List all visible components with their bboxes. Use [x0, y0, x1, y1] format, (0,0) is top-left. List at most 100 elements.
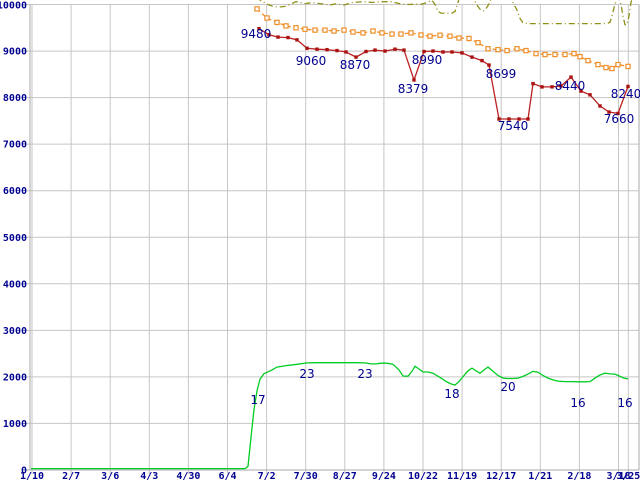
data-point-marker [254, 6, 260, 12]
data-point-marker [470, 55, 474, 59]
data-point-marker [598, 104, 602, 108]
data-point-marker [383, 49, 387, 53]
data-point-marker [427, 33, 433, 39]
data-point-marker [408, 30, 414, 36]
data-point-marker [305, 46, 309, 50]
data-point-marker [504, 47, 510, 54]
data-point-marker [373, 48, 377, 52]
x-axis-label: 1/10 [20, 471, 44, 480]
point-label: 17 [250, 393, 265, 407]
data-point-marker [588, 93, 592, 97]
data-point-marker [533, 50, 539, 57]
data-point-marker [293, 25, 299, 31]
data-point-marker [497, 117, 501, 121]
data-point-marker [341, 27, 347, 33]
x-axis-label: 10/22 [408, 471, 438, 480]
data-point-marker [344, 50, 348, 54]
point-label: 8440 [555, 79, 586, 93]
x-axis-label: 4/3 [140, 471, 158, 480]
data-point-marker [571, 50, 577, 57]
gridlines [26, 4, 639, 474]
x-axis-label: 12/17 [486, 471, 516, 480]
series-middle-orange-dashed [254, 6, 631, 72]
x-axis-label: 7/30 [294, 471, 318, 480]
point-label: 7540 [498, 119, 529, 133]
y-axis-label: 0 [21, 466, 27, 477]
data-point-marker [542, 51, 548, 58]
data-point-marker [276, 35, 280, 39]
data-point-marker [418, 32, 424, 38]
data-point-marker [450, 50, 454, 54]
y-axis-label: 6000 [3, 186, 27, 197]
data-point-marker [431, 49, 435, 53]
data-point-marker [517, 117, 521, 121]
data-point-marker [540, 85, 544, 89]
data-point-marker [625, 63, 631, 70]
x-axis-label: 6/4 [218, 471, 236, 480]
series-price-red [257, 27, 630, 121]
data-point-marker [475, 39, 481, 46]
x-axis-label: 7/2 [258, 471, 276, 480]
data-point-marker [360, 30, 366, 36]
data-point-marker [523, 47, 529, 54]
series-lower-green [31, 362, 629, 470]
x-axis-label: 2/7 [62, 471, 80, 480]
data-point-marker [335, 48, 339, 53]
data-point-marker [552, 51, 558, 58]
data-point-marker [274, 19, 280, 26]
data-point-marker [441, 50, 445, 54]
data-point-marker [531, 81, 535, 86]
data-point-marker [398, 31, 404, 37]
data-point-marker [325, 47, 329, 52]
data-point-marker [495, 46, 501, 53]
data-point-marker [331, 28, 337, 34]
data-point-marker [507, 117, 511, 121]
point-label: 8699 [486, 67, 517, 81]
series-upper-olive-dashed [258, 0, 633, 26]
point-labels: 9480 9060 8870 8379 8990 8699 7540 8440 7660 8240… [241, 27, 640, 410]
data-point-marker [562, 51, 568, 58]
point-label: 8990 [412, 53, 443, 67]
data-point-marker [322, 27, 328, 33]
data-point-marker [480, 58, 484, 63]
y-axis-label: 9000 [3, 47, 27, 58]
data-point-marker [437, 32, 443, 38]
data-point-marker [393, 47, 397, 51]
point-label: 7660 [604, 112, 635, 126]
point-label: 8379 [398, 82, 429, 96]
point-label: 16 [570, 396, 585, 410]
point-label: 23 [299, 367, 314, 381]
data-point-marker [350, 29, 356, 35]
data-point-marker [595, 61, 601, 68]
y-axis-label: 5000 [3, 233, 27, 244]
point-label: 9060 [296, 54, 327, 68]
data-point-marker [456, 35, 462, 41]
point-label: 8240 [611, 87, 640, 101]
point-label: 9480 [241, 27, 272, 41]
x-axis-label: 3/18 [606, 471, 630, 480]
data-point-marker [379, 30, 385, 36]
point-label: 18 [444, 387, 459, 401]
data-point-marker [264, 15, 270, 21]
data-point-marker [422, 49, 426, 54]
point-label: 8870 [340, 58, 371, 72]
data-point-marker [607, 110, 611, 114]
data-point-marker [603, 64, 609, 71]
data-point-marker [257, 27, 261, 31]
point-label: 16 [617, 396, 632, 410]
data-point-marker [315, 47, 319, 51]
y-axis-label: 7000 [3, 140, 27, 151]
data-point-marker [460, 51, 464, 55]
x-axis-label: 8/27 [333, 471, 357, 480]
data-point-marker [267, 33, 271, 37]
data-point-marker [616, 111, 620, 116]
data-point-marker [402, 48, 406, 52]
data-point-marker [295, 38, 299, 42]
y-axis-label: 10000 [0, 1, 27, 12]
x-axis-label: 9/24 [372, 471, 396, 480]
data-point-marker [579, 89, 583, 93]
data-point-marker [526, 117, 530, 121]
